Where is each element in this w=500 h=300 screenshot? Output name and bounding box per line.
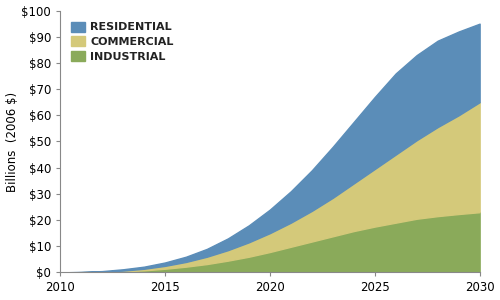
Legend: RESIDENTIAL, COMMERCIAL, INDUSTRIAL: RESIDENTIAL, COMMERCIAL, INDUSTRIAL xyxy=(66,16,179,67)
Y-axis label: Billions  (2006 $): Billions (2006 $) xyxy=(6,92,18,191)
